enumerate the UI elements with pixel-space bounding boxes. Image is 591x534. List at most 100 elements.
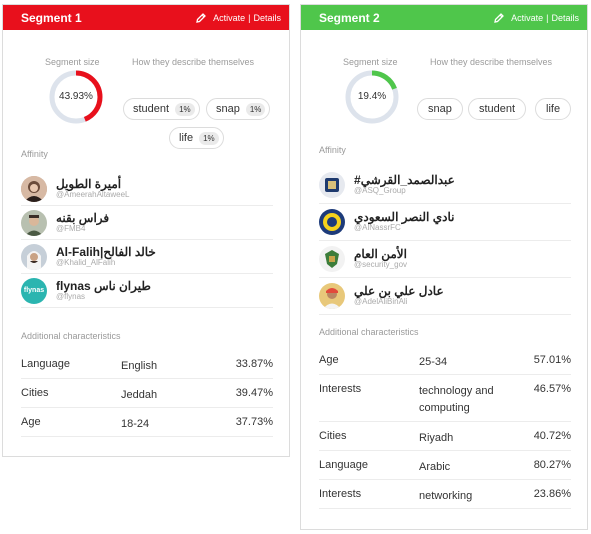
affinity-handle: @Khalid_AlFalih [56,257,116,267]
segment-size-value: 19.4% [357,91,387,102]
characteristic-row: Language Arabic 80.27% [319,451,571,480]
separator: | [546,12,549,23]
segment-size-label: Segment size [343,57,398,67]
segment-size-donut: 43.93% [48,69,104,125]
descriptor-pill[interactable]: snap 1% [206,98,271,120]
characteristic-row: Cities Jeddah 39.47% [21,379,273,408]
flynas-logo-icon: flynas [21,277,47,304]
segment-card-2: Segment 2 Activate | Details Segment siz… [300,4,588,530]
affinity-name: الأمن العام [354,247,407,261]
characteristic-row: Cities Riyadh 40.72% [319,422,571,451]
affinity-handle: @AmeerahAltaweeL [56,189,130,199]
characteristic-pct: 80.27% [533,459,571,471]
characteristic-row: Age 25-34 57.01% [319,346,571,375]
details-link[interactable]: Details [551,12,579,23]
characteristic-value: Riyadh [419,432,454,444]
emblem-icon [319,246,345,272]
affinity-name: فراس بقنه [56,210,110,225]
person-avatar-icon [21,209,47,236]
pencil-icon[interactable] [493,12,505,24]
characteristics-table: Language English 33.87% Cities Jeddah 39… [21,350,273,437]
characteristic-key: Language [21,358,70,370]
descriptor-word: snap [428,103,452,115]
affinity-item[interactable]: flynas flynas طيران ناس @flynas [21,274,273,308]
characteristic-key: Age [319,354,339,366]
details-link[interactable]: Details [253,12,281,23]
donut-arc [49,70,103,124]
pencil-icon[interactable] [195,12,207,24]
activate-link[interactable]: Activate [511,12,544,23]
logo-avatar-icon [319,172,345,198]
club-crest-icon [319,209,345,235]
affinity-item[interactable]: فراس بقنه @FMB4 [21,206,273,240]
affinity-handle: @flynas [56,291,86,301]
affinity-label: Affinity [21,149,48,159]
characteristic-row: Age 18-24 37.73% [21,408,273,437]
characteristic-pct: 57.01% [533,354,571,366]
characteristic-row: Interests technology and computing 46.57… [319,375,571,422]
affinity-item[interactable]: عادل علي بن علي @AdelAliBinAli [319,278,571,315]
descriptor-pill[interactable]: life 1% [169,127,224,149]
affinity-item[interactable]: Al-Falih|خالد الفالح @Khalid_AlFalih [21,240,273,274]
affinity-item[interactable]: الأمن العام @security_gov [319,241,571,278]
characteristic-key: Language [319,459,368,471]
person-avatar-icon [21,243,47,270]
segment-header: Segment 1 Activate | Details [3,5,289,30]
descriptor-pill[interactable]: snap [417,98,463,120]
characteristic-key: Interests [319,383,362,395]
affinity-name: أميرة الطويل [56,176,122,191]
affinity-list: #عبدالصمد_القرشي @ASQ_Group نادي النصر ا… [319,167,571,315]
segment-title: Segment 2 [319,10,380,25]
characteristic-value: 18-24 [121,418,150,430]
segment-size-donut: 19.4% [344,69,400,125]
characteristic-value: 25-34 [419,356,448,368]
describe-label: How they describe themselves [430,57,553,67]
descriptor-badge: 1% [245,102,266,116]
affinity-item[interactable]: نادي النصر السعودي @AlNassrFC [319,204,571,241]
descriptor-badge: 1% [199,131,219,145]
characteristic-pct: 37.73% [235,416,273,428]
characteristic-row: Interests networking 23.86% [319,480,571,509]
descriptor-pill[interactable]: student 1% [123,98,200,120]
characteristic-key: Interests [319,488,362,500]
describe-label: How they describe themselves [132,57,255,67]
characteristics-label: Additional characteristics [319,327,419,337]
affinity-handle: @security_gov [354,260,408,270]
descriptor-word: snap [216,103,240,115]
affinity-handle: @AlNassrFC [354,223,401,233]
characteristic-key: Cities [21,387,49,399]
segment-size-value: 43.93% [59,91,93,102]
flynas-logo-text: flynas [23,287,45,294]
affinity-item[interactable]: أميرة الطويل @AmeerahAltaweeL [21,172,273,206]
affinity-list: أميرة الطويل @AmeerahAltaweeL فراس بقنه … [21,172,273,308]
segment-card-1: Segment 1 Activate | Details Segment siz… [2,4,290,457]
segment-header: Segment 2 Activate | Details [301,5,587,30]
characteristics-label: Additional characteristics [21,331,121,341]
descriptor-pill[interactable]: student [468,98,527,120]
characteristic-pct: 33.87% [235,358,273,370]
affinity-item[interactable]: #عبدالصمد_القرشي @ASQ_Group [319,167,571,204]
characteristic-value: networking [419,490,473,502]
segment-actions: Activate | Details [195,12,281,24]
person-avatar-icon [21,175,47,202]
descriptor-word: life [179,132,194,144]
person-avatar-icon [319,283,345,309]
descriptor-pill[interactable]: life [535,98,572,120]
characteristic-key: Cities [319,430,347,442]
characteristic-pct: 23.86% [533,488,571,500]
characteristic-value: technology and computing [419,385,494,414]
characteristic-value: English [121,360,158,372]
activate-link[interactable]: Activate [213,12,246,23]
characteristic-row: Language English 33.87% [21,350,273,379]
descriptor-word: student [133,103,170,115]
characteristic-value: Arabic [419,461,451,473]
affinity-handle: @ASQ_Group [354,186,406,196]
characteristics-table: Age 25-34 57.01% Interests technology an… [319,346,571,509]
segment-title: Segment 1 [21,10,82,25]
affinity-name: نادي النصر السعودي [354,210,455,224]
characteristic-value: Jeddah [121,389,158,401]
descriptor-badge: 1% [175,102,195,116]
affinity-handle: @AdelAliBinAli [354,297,408,307]
segment-size-label: Segment size [45,57,100,67]
affinity-handle: @FMB4 [56,223,86,233]
